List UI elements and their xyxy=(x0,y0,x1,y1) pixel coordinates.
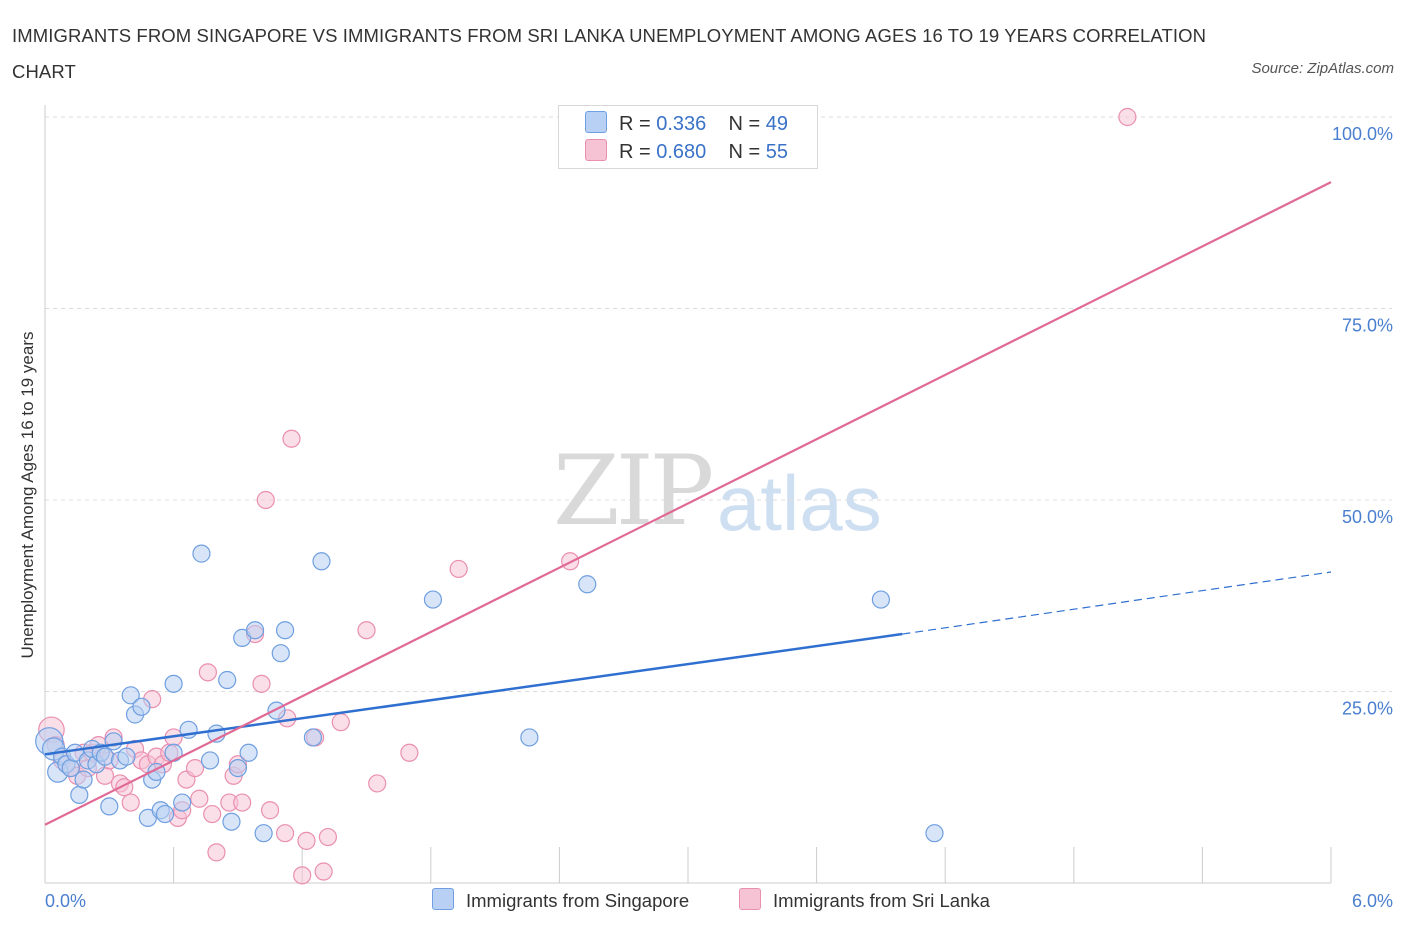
srilanka-point-42[interactable] xyxy=(293,866,312,885)
singapore-point-31[interactable] xyxy=(200,751,220,770)
srilanka-point-45[interactable] xyxy=(314,862,333,881)
singapore-point-35[interactable] xyxy=(228,758,247,778)
singapore-point-39[interactable] xyxy=(254,824,273,843)
srilanka-point-47[interactable] xyxy=(331,713,350,732)
srilanka-point-34[interactable] xyxy=(233,793,252,812)
singapore-point-13[interactable] xyxy=(95,747,115,766)
legend-label: Immigrants from Sri Lanka xyxy=(773,890,990,911)
srilanka-point-43[interactable] xyxy=(297,831,316,850)
singapore-points xyxy=(35,544,944,843)
legend-row-singapore: R = 0.336 N = 49 xyxy=(585,111,788,139)
stats-legend: R = 0.336 N = 49 R = 0.680 N = 55 xyxy=(558,105,818,169)
singapore-point-45[interactable] xyxy=(423,590,443,609)
srilanka-point-49[interactable] xyxy=(368,774,387,793)
y-tick-label-100: 100.0% xyxy=(1332,124,1393,144)
singapore-point-41[interactable] xyxy=(271,644,290,663)
y-tick-label-50: 50.0% xyxy=(1342,507,1393,527)
singapore-point-30[interactable] xyxy=(192,544,211,563)
singapore-point-37[interactable] xyxy=(239,743,258,762)
x-tick-label-min: 0.0% xyxy=(45,891,86,911)
source-label: Source: ZipAtlas.com xyxy=(1251,60,1394,77)
srilanka-point-50[interactable] xyxy=(400,743,419,762)
r-label: R = xyxy=(619,141,657,163)
singapore-point-7[interactable] xyxy=(70,785,89,805)
singapore-point-38[interactable] xyxy=(245,621,265,640)
trend-lines xyxy=(44,181,1332,826)
chart-title: IMMIGRANTS FROM SINGAPORE VS IMMIGRANTS … xyxy=(12,25,1207,82)
srilanka-point-27[interactable] xyxy=(190,789,209,808)
srilanka-point-53[interactable] xyxy=(1118,107,1137,127)
n-value: 55 xyxy=(765,141,789,163)
srilanka-point-26[interactable] xyxy=(185,758,205,778)
x-tick-label-max: 6.0% xyxy=(1352,891,1393,911)
srilanka-point-41[interactable] xyxy=(282,429,301,448)
srilanka-legend-swatch xyxy=(739,888,761,910)
legend-item-srilanka[interactable]: Immigrants from Sri Lanka xyxy=(739,888,990,912)
singapore-point-47[interactable] xyxy=(578,575,597,594)
singapore-point-46[interactable] xyxy=(520,728,539,747)
y-tick-label-25: 25.0% xyxy=(1342,699,1393,719)
srilanka-point-39[interactable] xyxy=(275,824,295,843)
singapore-point-14[interactable] xyxy=(100,797,119,816)
singapore-point-8[interactable] xyxy=(74,770,93,789)
srilanka-point-36[interactable] xyxy=(252,674,271,693)
x-ticks xyxy=(173,847,1332,883)
n-label: N = xyxy=(728,141,766,163)
srilanka-point-30[interactable] xyxy=(207,843,226,862)
singapore-point-18[interactable] xyxy=(121,686,140,705)
srilanka-points xyxy=(38,107,1137,885)
singapore-trend-extension xyxy=(902,571,1332,635)
singapore-point-49[interactable] xyxy=(925,824,944,843)
legend-row-srilanka: R = 0.680 N = 55 xyxy=(585,139,788,167)
singapore-point-40[interactable] xyxy=(267,701,286,720)
srilanka-point-51[interactable] xyxy=(449,559,468,579)
singapore-point-28[interactable] xyxy=(173,793,192,812)
srilanka-point-46[interactable] xyxy=(318,827,338,847)
singapore-point-33[interactable] xyxy=(218,670,237,690)
singapore-point-27[interactable] xyxy=(164,674,183,693)
r-value: 0.336 xyxy=(656,113,707,135)
y-tick-label-75: 75.0% xyxy=(1342,316,1393,336)
singapore-trend-line xyxy=(44,632,903,756)
y-tick-labels: 25.0% 50.0% 75.0% 100.0% xyxy=(1332,124,1393,719)
srilanka-trend-line xyxy=(44,181,1332,826)
srilanka-point-38[interactable] xyxy=(260,801,280,820)
srilanka-point-37[interactable] xyxy=(256,490,275,510)
y-axis-label: Unemployment Among Ages 16 to 19 years xyxy=(18,331,37,659)
watermark-zip: ZIP xyxy=(553,435,714,547)
singapore-point-48[interactable] xyxy=(871,590,891,609)
singapore-point-17[interactable] xyxy=(117,747,136,766)
srilanka-point-14[interactable] xyxy=(121,793,140,812)
singapore-point-43[interactable] xyxy=(303,728,323,747)
singapore-point-44[interactable] xyxy=(312,552,331,571)
srilanka-swatch xyxy=(585,139,607,161)
grid-lines xyxy=(45,116,1392,692)
singapore-point-20[interactable] xyxy=(132,697,151,716)
r-label: R = xyxy=(619,113,657,135)
singapore-point-42[interactable] xyxy=(275,621,295,640)
singapore-swatch xyxy=(585,111,607,133)
srilanka-point-28[interactable] xyxy=(198,663,217,682)
singapore-point-25[interactable] xyxy=(155,804,175,824)
watermark-atlas: atlas xyxy=(717,459,882,547)
n-value: 49 xyxy=(765,113,789,135)
legend-item-singapore[interactable]: Immigrants from Singapore xyxy=(432,888,689,912)
legend-label: Immigrants from Singapore xyxy=(466,890,690,911)
srilanka-point-29[interactable] xyxy=(203,804,222,824)
singapore-point-34[interactable] xyxy=(222,812,241,831)
n-label: N = xyxy=(728,113,766,135)
r-value: 0.680 xyxy=(656,141,707,163)
singapore-legend-swatch xyxy=(432,888,454,910)
srilanka-point-48[interactable] xyxy=(357,621,376,640)
singapore-point-15[interactable] xyxy=(104,732,123,751)
